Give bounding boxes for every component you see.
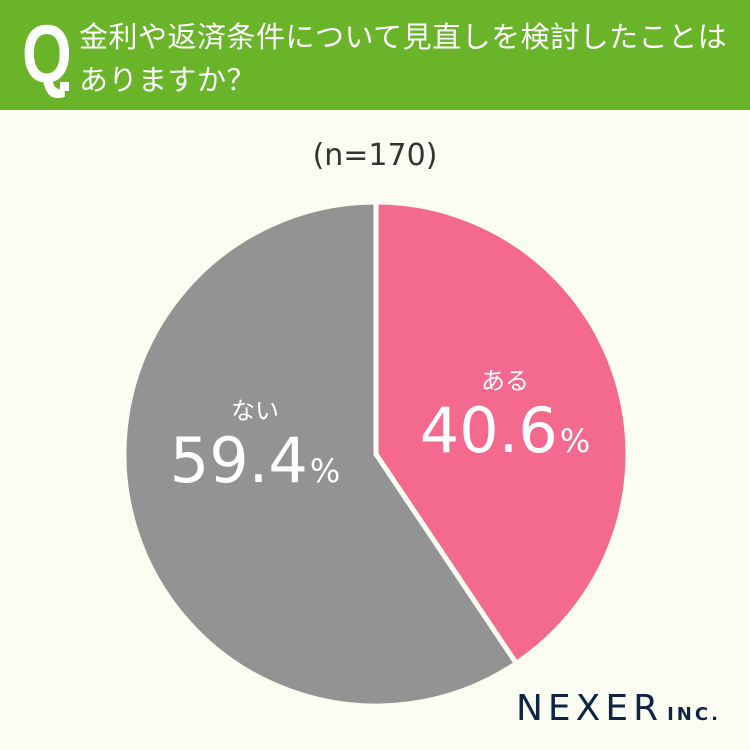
pie-slice-nai bbox=[121, 199, 519, 709]
slice-category-nai: ない bbox=[231, 397, 279, 425]
slice-unit-nai: % bbox=[309, 452, 341, 490]
q-mark: Q bbox=[22, 9, 72, 100]
logo-main: NEXER bbox=[516, 688, 664, 729]
question-header: Q 金利や返済条件について見直しを検討したことはありますか？ bbox=[0, 0, 750, 110]
slice-unit-aru: % bbox=[559, 422, 591, 460]
logo-sub: INC. bbox=[667, 704, 721, 725]
slice-value-nai: 59.4 bbox=[169, 424, 308, 497]
sample-size-label: (n=170) bbox=[312, 138, 438, 173]
slice-label-nai: ない 59.4% bbox=[155, 396, 355, 496]
q-dot bbox=[60, 82, 69, 91]
slice-value-aru: 40.6 bbox=[419, 394, 558, 467]
slice-category-aru: ある bbox=[481, 367, 529, 395]
slice-label-aru: ある 40.6% bbox=[405, 366, 605, 466]
question-text: 金利や返済条件について見直しを検討したことはありますか？ bbox=[79, 20, 728, 97]
nexer-logo: NEXER INC. bbox=[516, 688, 721, 729]
pie-slice-aru bbox=[373, 199, 631, 666]
